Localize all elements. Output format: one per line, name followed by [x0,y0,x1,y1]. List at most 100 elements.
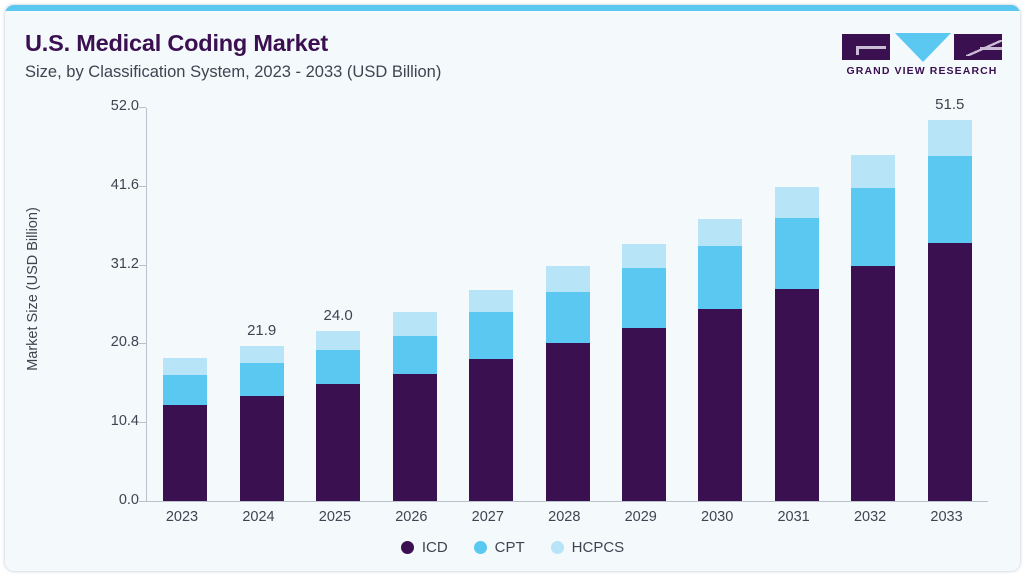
logo-r-bar [980,47,1002,50]
bar-segment-hcpcs[interactable] [239,345,284,364]
bar-segment-icd[interactable] [621,327,666,501]
legend-item-cpt[interactable]: CPT [473,539,525,556]
bar-segment-cpt[interactable] [392,335,437,375]
bar-segment-hcpcs[interactable] [316,331,361,351]
bar-segment-hcpcs[interactable] [927,119,972,157]
bar-stack[interactable]: 21.9 [239,322,284,501]
bar-stack[interactable] [469,289,514,501]
legend-item-hcpcs[interactable]: HCPCS [550,539,624,556]
legend-label: CPT [494,539,525,556]
bar-group[interactable] [851,91,896,501]
bar-segment-hcpcs[interactable] [163,357,208,376]
bar-stack[interactable] [621,244,666,501]
bar-segment-icd[interactable] [927,243,972,501]
bar-segment-hcpcs[interactable] [851,154,896,189]
bar-group[interactable] [621,91,666,501]
bar-group[interactable]: 51.5 [927,91,972,501]
y-axis-tick-label: 41.6 [110,176,139,193]
bar-stack[interactable]: 24.0 [316,307,361,501]
x-axis-tick-label: 2026 [395,509,428,525]
bar-stack[interactable] [392,311,437,501]
bar-segment-hcpcs[interactable] [392,311,437,336]
bar-segment-icd[interactable] [469,359,514,501]
x-axis-tick-label: 2023 [165,509,199,525]
bar-segment-icd[interactable] [545,343,590,501]
bar-segment-hcpcs[interactable] [469,289,514,313]
plot-area: Market Size (USD Billion) 0.0 10.4 20.8 31.… [5,91,1020,571]
legend-item-icd[interactable]: ICD [400,539,448,556]
bar-segment-icd[interactable] [163,404,208,501]
bar-group[interactable] [392,91,437,501]
y-axis-title: Market Size (USD Billion) [25,207,41,371]
bar-segment-icd[interactable] [774,288,819,501]
bar-stack[interactable] [545,266,590,501]
bar-stack[interactable] [851,154,896,501]
y-axis-tick-mark [139,185,146,187]
x-axis-tick-label: 2029 [624,509,657,525]
y-axis-tick-label: 20.8 [110,334,139,351]
y-axis-tick-label: 10.4 [110,413,139,430]
bar-stack[interactable] [698,219,743,501]
bar-group[interactable]: 21.9 [239,91,284,501]
bar-value-label: 24.0 [323,307,353,325]
bar-segment-hcpcs[interactable] [774,187,819,219]
bar-segment-icd[interactable] [392,374,437,501]
bar-segment-icd[interactable] [698,309,743,501]
bar-group[interactable]: 24.0 [316,91,361,501]
chart-legend: ICD CPT HCPCS [5,539,1020,556]
bar-value-label: 51.5 [935,95,965,113]
x-axis-tick-label: 2025 [318,509,352,525]
legend-swatch-icon [473,541,487,554]
x-axis-tick-label: 2030 [701,509,734,525]
x-axis-tick-label: 2024 [242,509,275,525]
y-axis-tick-label: 31.2 [110,255,139,272]
bar-segment-hcpcs[interactable] [545,266,590,292]
bar-segment-cpt[interactable] [621,267,666,328]
brand-logo: GRAND VIEW RESEARCH [842,31,1002,83]
bar-segment-hcpcs[interactable] [621,244,666,268]
bar-segment-cpt[interactable] [316,350,361,384]
x-axis-tick-label: 2032 [853,509,887,525]
bar-value-label: 21.9 [247,321,277,339]
logo-glyph-row [842,31,1002,62]
bar-segment-cpt[interactable] [545,291,590,344]
bar-segment-icd[interactable] [239,395,284,501]
chart-header: U.S. Medical Coding Market Size, by Clas… [5,11,1020,91]
y-axis-ticks: 0.0 10.4 20.8 31.2 41.6 52.0 [71,91,139,508]
x-axis-tick-label: 2033 [930,509,963,525]
bar-group[interactable] [698,91,743,501]
bar-segment-cpt[interactable] [163,375,208,405]
legend-swatch-icon [550,541,564,554]
bar-group[interactable] [163,91,208,501]
y-axis-tick-label: 52.0 [110,98,139,114]
bar-group[interactable] [469,91,514,501]
y-axis-tick-mark [139,501,146,502]
x-axis-tick-label: 2028 [548,509,581,525]
bar-segment-cpt[interactable] [927,156,972,244]
bar-segment-icd[interactable] [316,383,361,501]
legend-swatch-icon [400,541,414,554]
bar-segment-cpt[interactable] [851,188,896,267]
logo-g-bar [856,46,886,49]
bar-stack[interactable] [163,357,208,501]
y-axis-tick-mark [139,343,146,345]
bar-group[interactable] [545,91,590,501]
y-axis-tick-mark [139,107,146,108]
bar-segment-cpt[interactable] [698,246,743,310]
bar-segment-cpt[interactable] [239,363,284,396]
logo-v-triangle-icon [895,33,951,62]
bar-stack[interactable] [774,187,819,501]
accent-top-bar [5,5,1020,11]
y-axis-tick-mark [139,264,146,266]
bar-segment-icd[interactable] [851,266,896,501]
bar-segment-cpt[interactable] [774,218,819,289]
chart-subtitle: Size, by Classification System, 2023 - 2… [25,63,442,81]
x-axis-line [146,501,988,502]
logo-g-icon [842,34,890,60]
chart-card: U.S. Medical Coding Market Size, by Clas… [5,5,1020,571]
bar-segment-cpt[interactable] [469,312,514,360]
bar-segment-hcpcs[interactable] [698,219,743,247]
x-axis-tick-label: 2027 [471,509,504,525]
bar-stack[interactable]: 51.5 [927,96,972,501]
bar-group[interactable] [774,91,819,501]
